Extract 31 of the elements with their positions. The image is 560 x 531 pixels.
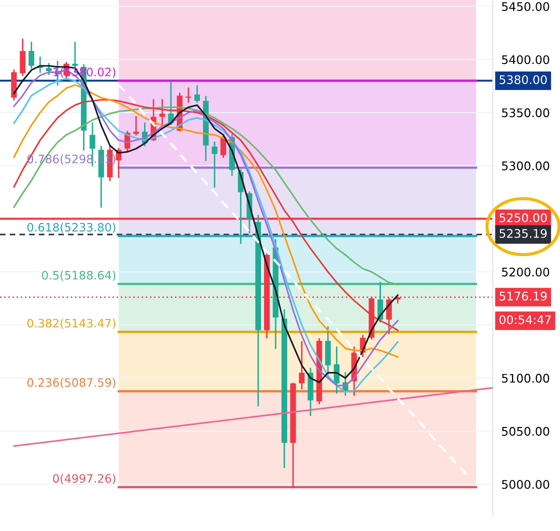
line-series xyxy=(13,386,493,447)
y-tick-label: 5100.00 xyxy=(502,374,550,383)
y-tick-label: 5300.00 xyxy=(502,161,550,170)
y-tick-label: 5450.00 xyxy=(502,2,550,12)
candlestick xyxy=(298,341,305,390)
line-series xyxy=(13,106,398,286)
y-tick-label: 5350.00 xyxy=(502,108,550,118)
candlestick xyxy=(46,63,52,76)
ref-line-label: 5235.19 xyxy=(500,228,547,238)
candlestick xyxy=(194,85,200,103)
ref-line-label: 0.5(5188.64) xyxy=(42,270,116,281)
ref-line-label: 5250.00 xyxy=(500,213,547,222)
y-tick-label: 5200.00 xyxy=(502,268,550,277)
ref-line-label: 0.618(5233.80) xyxy=(27,222,116,233)
line-series xyxy=(118,84,469,477)
ref-line-label: 5380.00 xyxy=(500,75,547,84)
y-tick-label: 5050.00 xyxy=(502,426,550,436)
candlestick xyxy=(133,116,139,136)
ref-line-label: 0.236(5087.59) xyxy=(27,378,116,388)
candlestick xyxy=(186,87,192,103)
candlestick xyxy=(20,38,26,76)
ref-line-label: 0.382(5143.47) xyxy=(27,318,116,329)
candlestick xyxy=(212,142,218,188)
ref-line-label: 0(4997.26) xyxy=(53,474,116,484)
ref-line-label: 5176.19 xyxy=(500,292,547,301)
candlestick xyxy=(159,99,166,128)
y-tick-label: 5400.00 xyxy=(502,55,550,64)
y-tick-label: 5000.00 xyxy=(502,480,550,489)
candlestick xyxy=(28,42,34,69)
text: 00:54:47 xyxy=(499,315,551,324)
line-series xyxy=(13,99,398,332)
